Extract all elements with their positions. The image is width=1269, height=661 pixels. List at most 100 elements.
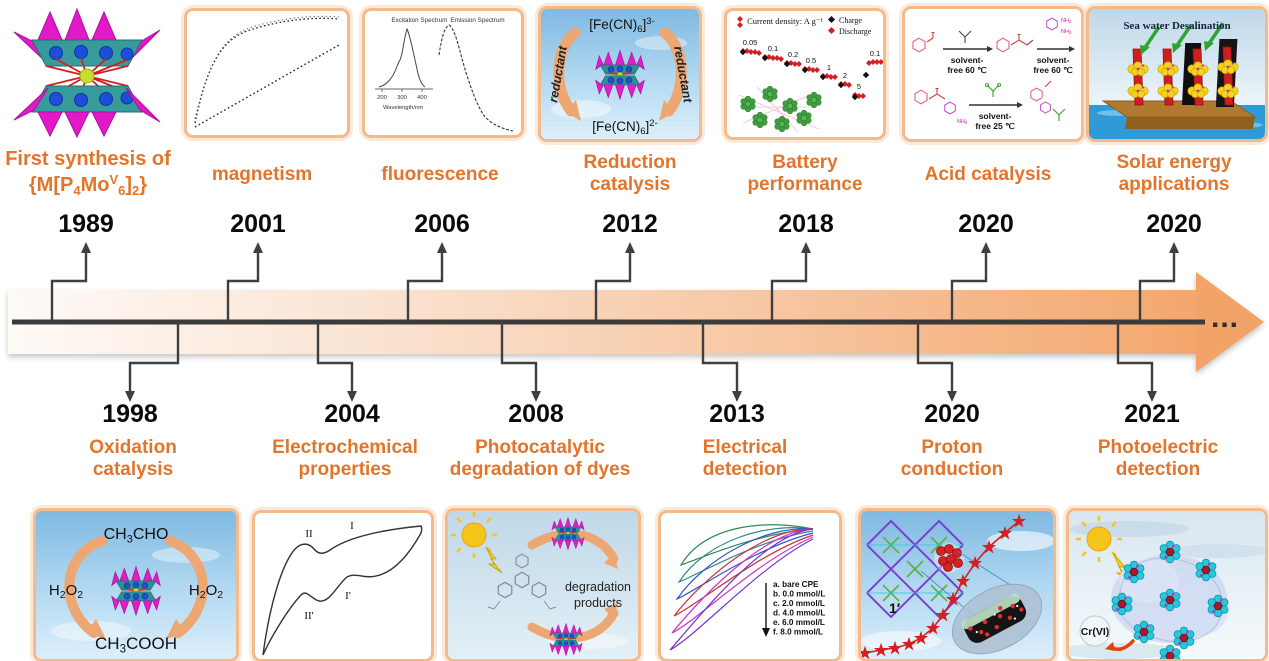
peak-IIp-label: II' xyxy=(304,610,313,622)
spectrum-header: Excitation Spectrum Emission Spectrum xyxy=(391,17,504,24)
year-2018: 2018 xyxy=(778,210,834,238)
nh2-label: NH2 xyxy=(957,119,968,125)
degradation-text-1: degradation xyxy=(565,580,631,594)
sun-icon xyxy=(1076,516,1122,562)
step3-line2: free 25 ℃ xyxy=(975,121,1015,131)
tick-300: 300 xyxy=(397,95,407,101)
label-first-synthesis: First synthesis of {M[P4MoV6]2} xyxy=(5,148,171,198)
label-acid-catalysis: Acid catalysis xyxy=(924,164,1052,185)
year-2001: 2001 xyxy=(230,210,286,238)
panel-acid-catalysis: solvent- free 60 ℃ NH2 NH2 solvent- free… xyxy=(902,6,1084,142)
ferricyanide-label: [Fe(CN)6]3- xyxy=(589,16,655,35)
panel-oxidation-catalysis: CH3CHO H2O2 H2O2 CH3COOH xyxy=(33,508,239,661)
conductivity-curve xyxy=(861,513,1027,659)
cv-plot: II I II' I' xyxy=(262,520,423,656)
proton-conduction-scene: 1′ xyxy=(861,511,1053,659)
rate-label: 0.5 xyxy=(806,56,816,65)
tick-400: 400 xyxy=(417,95,427,101)
label-magnetism: magnetism xyxy=(211,164,313,185)
peak-II-label: II xyxy=(305,528,313,540)
label-photocatalytic: Photocatalytic degradation of dyes xyxy=(449,437,631,481)
rate-capability-plot: Current density: A g⁻¹ Charge Discharge … xyxy=(737,15,883,133)
timeline-band xyxy=(8,272,1264,372)
label-solar-energy: Solar energy applications xyxy=(1116,152,1232,196)
label-electrical-detection: Electrical detection xyxy=(702,437,788,481)
panel-crystal-structure xyxy=(8,4,166,138)
peak-I-label: I xyxy=(350,520,354,532)
bottom-arc-arrow-icon xyxy=(527,608,619,643)
step1-line2: free 60 ℃ xyxy=(947,65,987,75)
year-2008: 2008 xyxy=(508,400,564,428)
year-2013: 2013 xyxy=(709,400,765,428)
discharge-legend: Discharge xyxy=(839,27,872,36)
panel-photoelectric-detection: Cr(VI) xyxy=(1066,508,1268,661)
panel-cyclic-voltammogram: II I II' I' xyxy=(252,510,434,661)
rate-label: 0.1 xyxy=(870,49,880,58)
reduction-scheme: reductant reductant [Fe(CN)6]3- [Fe(CN)6… xyxy=(541,9,699,139)
legend-f: f. 8.0 mmol/L xyxy=(773,628,823,637)
analyte-bubble xyxy=(1079,615,1111,647)
compound-label: 1′ xyxy=(889,600,901,616)
sun-icon xyxy=(451,512,497,558)
magnetism-plot xyxy=(194,15,340,128)
year-1998: 1998 xyxy=(102,400,158,428)
cr-vi-label: Cr(VI) xyxy=(1081,626,1110,638)
crystal-structure-image xyxy=(13,7,161,138)
nh2-label: NH2 xyxy=(1061,29,1072,35)
year-2020-proton: 2020 xyxy=(924,400,980,428)
panel-battery-performance: Current density: A g⁻¹ Charge Discharge … xyxy=(724,8,886,140)
h2o2-left-label: H2O2 xyxy=(49,582,83,601)
year-2006: 2006 xyxy=(414,210,470,238)
panel-magnetism xyxy=(184,8,350,138)
tick-200: 200 xyxy=(377,95,387,101)
left-cycle-arrow-icon xyxy=(64,536,107,638)
formula: {M[P4MoV6]2} xyxy=(28,171,148,198)
legend-b: b. 0.0 mmol/L xyxy=(773,590,825,599)
label-electrochemical: Electrochemical properties xyxy=(272,437,418,481)
fluorescence-spectrum: Excitation Spectrum Emission Spectrum 200… xyxy=(375,17,514,132)
timeline-continuation-dots: ... xyxy=(1211,301,1239,334)
year-2004: 2004 xyxy=(324,400,380,428)
acid-catalysis-scheme: solvent- free 60 ℃ NH2 NH2 solvent- free… xyxy=(912,17,1075,131)
peak-Ip-label: I' xyxy=(345,590,351,602)
oxidation-scheme: CH3CHO H2O2 H2O2 CH3COOH xyxy=(36,511,236,659)
legend-e: e. 6.0 mmol/L xyxy=(773,618,825,627)
rate-label: 0.05 xyxy=(743,38,758,47)
legend-d: d. 4.0 mmol/L xyxy=(773,609,825,618)
acetaldehyde-label: CH3CHO xyxy=(104,526,169,546)
rate-label: 1 xyxy=(827,63,831,72)
panel-electrical-detection: a. bare CPE b. 0.0 mmol/L c. 2.0 mmol/L … xyxy=(658,510,842,661)
degradation-text-2: products xyxy=(574,596,622,610)
right-cycle-arrow-icon xyxy=(659,27,687,117)
current-density-title: Current density: A g⁻¹ xyxy=(747,16,823,26)
label-battery-performance: Battery performance xyxy=(747,152,863,196)
left-cycle-arrow-icon xyxy=(553,27,581,117)
rate-label: 5 xyxy=(857,82,861,91)
year-2012: 2012 xyxy=(602,210,658,238)
photoelectric-scene: Cr(VI) xyxy=(1069,511,1265,659)
panel-fluorescence: Excitation Spectrum Emission Spectrum 200… xyxy=(362,8,524,138)
x-axis-label: Wavelength/nm xyxy=(383,105,423,111)
dye-molecule xyxy=(487,553,557,610)
step3-line1: solvent- xyxy=(979,111,1012,121)
photodegradation-scheme: degradation products xyxy=(448,511,638,659)
rate-label: 0.1 xyxy=(768,44,778,53)
step2-line2: free 60 ℃ xyxy=(1033,65,1073,75)
year-2021: 2021 xyxy=(1124,400,1180,428)
lightning-icon xyxy=(485,546,503,574)
label-fluorescence: fluorescence xyxy=(381,164,499,185)
panel-proton-conduction: 1′ xyxy=(858,508,1056,661)
timeline-arrowhead-icon xyxy=(1196,272,1264,372)
timeline-connectors xyxy=(50,252,1176,392)
detection-cv-plot: a. bare CPE b. 0.0 mmol/L c. 2.0 mmol/L … xyxy=(669,524,825,651)
step1-line1: solvent- xyxy=(951,55,984,65)
desalination-title: Sea water Desalination xyxy=(1123,20,1230,32)
year-1989: 1989 xyxy=(58,210,114,238)
right-cycle-arrow-icon xyxy=(165,536,208,638)
desalination-scene: Sea water Desalination xyxy=(1089,9,1265,139)
nh2-label: NH2 xyxy=(1061,18,1072,24)
connector-arrowheads xyxy=(81,242,1179,402)
panel-reduction-catalysis: reductant reductant [Fe(CN)6]3- [Fe(CN)6… xyxy=(538,6,702,142)
label-photoelectric-detection: Photoelectric detection xyxy=(1097,437,1219,481)
